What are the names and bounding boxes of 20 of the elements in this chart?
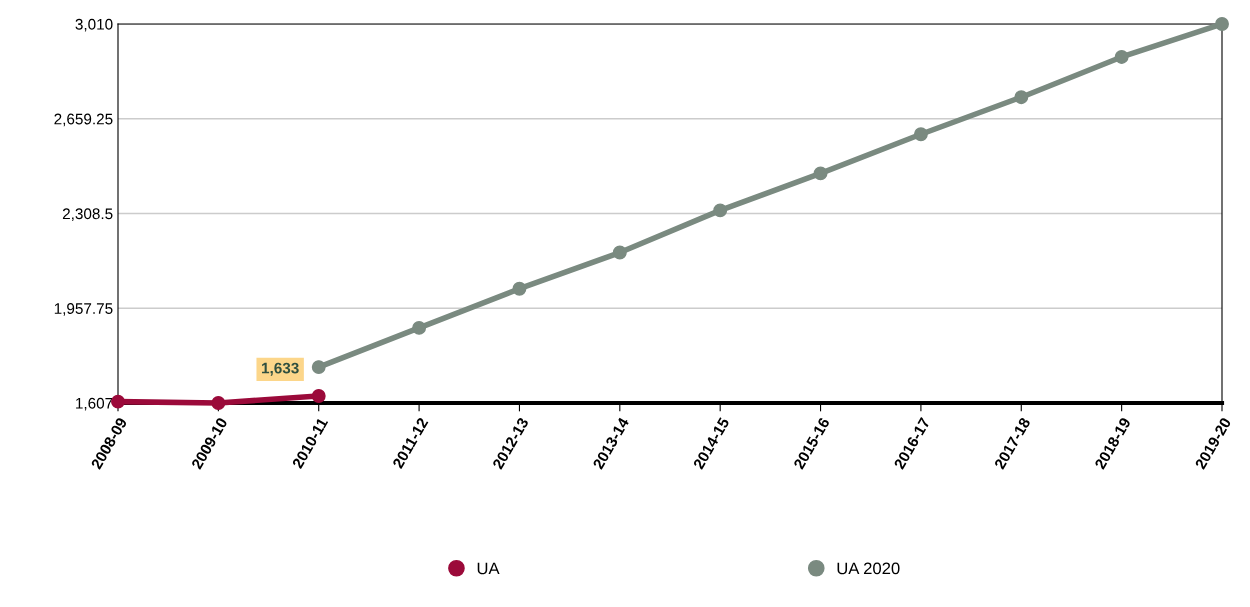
point [713, 203, 728, 218]
point [1215, 17, 1229, 31]
point [311, 360, 326, 375]
point [311, 389, 326, 403]
point [612, 245, 627, 260]
y-tick-label: 1,957.75 [54, 303, 113, 316]
y-tick-label: 1,607 [76, 397, 113, 411]
y-tick-label: 2,659.25 [54, 113, 113, 127]
y-tick-label: 2,308.5 [62, 208, 113, 221]
point [512, 281, 527, 296]
point [1014, 90, 1029, 105]
point [211, 396, 226, 410]
point [913, 127, 928, 142]
y-tick-label: 3,010 [75, 18, 113, 32]
point [813, 166, 828, 181]
legend-label: UA 2020 [837, 562, 900, 575]
point [412, 320, 427, 335]
legend-label: UA [477, 562, 500, 575]
point [1114, 50, 1129, 64]
data-label: 1,633 [262, 362, 299, 376]
